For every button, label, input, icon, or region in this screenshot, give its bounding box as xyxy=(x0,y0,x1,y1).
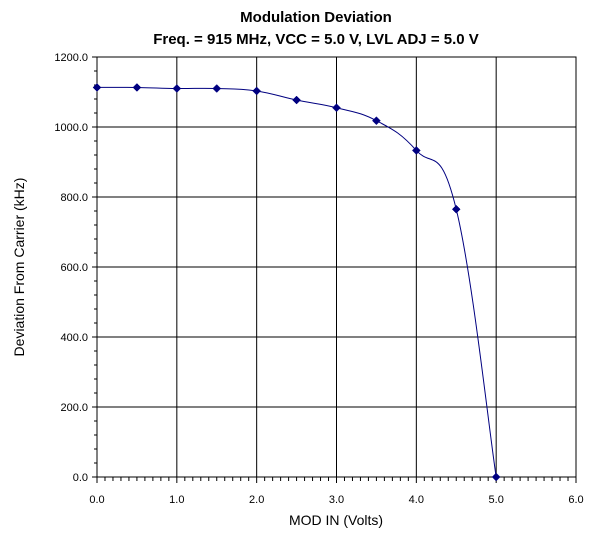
x-tick-labels: 0.0 1.0 2.0 3.0 4.0 5.0 6.0 xyxy=(89,494,583,506)
y-axis-label: Deviation From Carrier (kHz) xyxy=(11,178,27,357)
data-point xyxy=(172,84,182,93)
minor-ticks xyxy=(92,56,577,483)
data-point xyxy=(132,83,142,92)
y-tick-label: 1000.0 xyxy=(54,122,88,134)
data-point xyxy=(252,86,262,96)
x-tick-label: 0.0 xyxy=(89,494,104,506)
data-point xyxy=(372,116,381,126)
y-tick-label: 600.0 xyxy=(60,262,88,274)
chart-title: Modulation Deviation xyxy=(240,9,392,26)
y-tick-labels: 0.0 200.0 400.0 600.0 800.0 1000.0 1200.0 xyxy=(54,52,88,484)
y-tick-label: 1200.0 xyxy=(54,52,88,64)
x-tick-label: 4.0 xyxy=(409,494,424,506)
x-tick-label: 3.0 xyxy=(329,494,344,506)
data-point xyxy=(451,204,461,214)
x-tick-label: 2.0 xyxy=(249,494,264,506)
x-tick-label: 1.0 xyxy=(169,494,184,506)
series-markers xyxy=(92,83,501,482)
data-point xyxy=(92,83,102,92)
data-point xyxy=(292,95,301,105)
y-tick-label: 800.0 xyxy=(60,192,88,204)
data-point xyxy=(411,146,421,155)
y-tick-label: 200.0 xyxy=(60,402,88,414)
x-axis-label: MOD IN (Volts) xyxy=(289,512,383,528)
data-point xyxy=(491,472,501,482)
data-point xyxy=(332,103,341,113)
x-tick-label: 5.0 xyxy=(489,494,504,506)
data-point xyxy=(212,84,222,93)
y-tick-label: 0.0 xyxy=(73,472,88,484)
x-tick-label: 6.0 xyxy=(568,494,583,506)
y-tick-label: 400.0 xyxy=(60,332,88,344)
chart-subtitle: Freq. = 915 MHz, VCC = 5.0 V, LVL ADJ = … xyxy=(153,31,479,48)
